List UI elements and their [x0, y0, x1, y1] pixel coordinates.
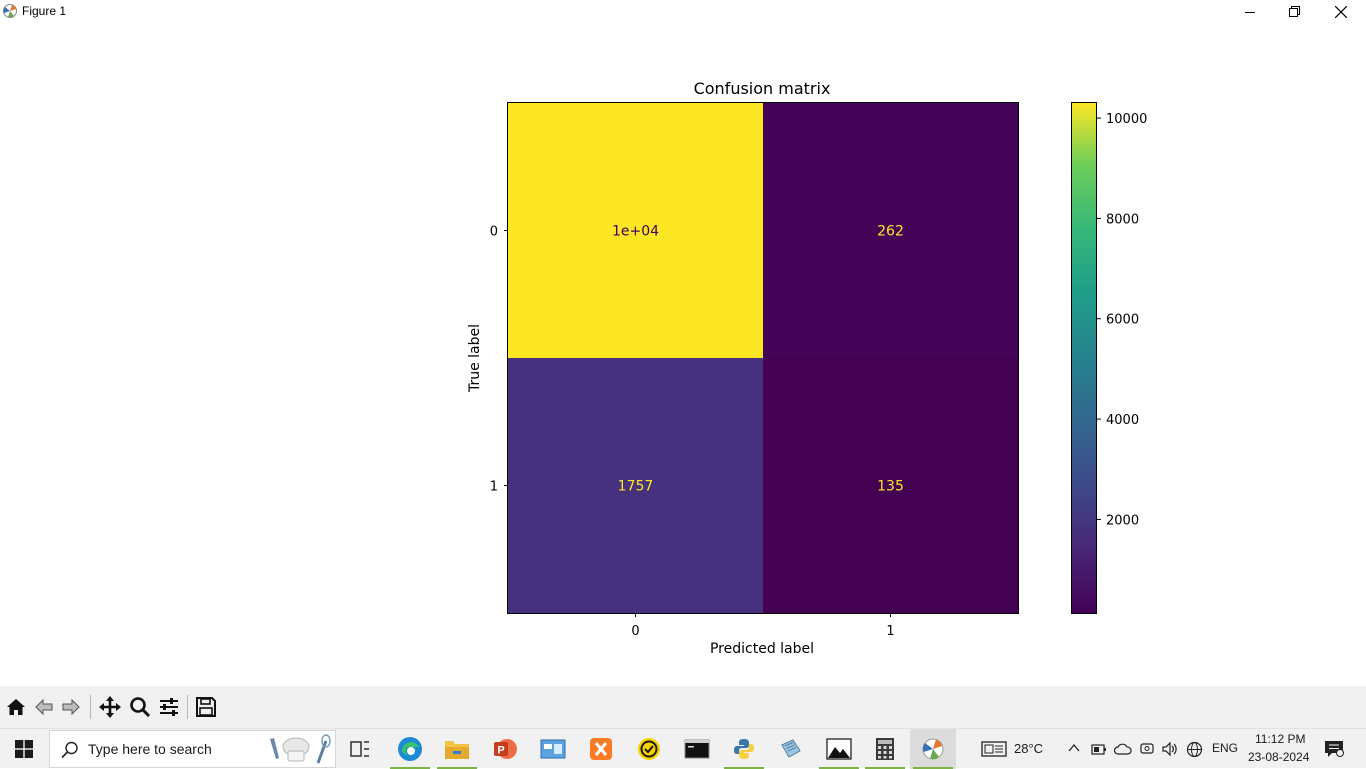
matrix-cell: [763, 358, 1019, 614]
back-icon: [35, 698, 53, 716]
close-icon: [1335, 6, 1347, 18]
clock-time[interactable]: 11:12 PM: [1255, 732, 1306, 746]
toolbar-separator: [187, 695, 188, 719]
y-tick-label: 0: [490, 225, 498, 240]
weather-temperature[interactable]: 28°C: [1014, 741, 1044, 756]
figure-canvas[interactable]: Confusion matrix 1e+04 262 1757 135 0 1 0 1 P…: [0, 24, 1366, 686]
weather-icon[interactable]: [981, 741, 1007, 757]
windows-logo-icon: [15, 740, 33, 758]
taskbar-app-xampp[interactable]: [578, 729, 624, 769]
taskbar-app-edge[interactable]: [387, 729, 433, 769]
forward-icon: [62, 698, 80, 716]
notepad-icon: [781, 739, 801, 758]
photos-icon: [826, 738, 852, 760]
meet-now-icon[interactable]: [1139, 741, 1155, 757]
notifications-icon[interactable]: [1324, 740, 1344, 758]
control-panel-icon: [540, 739, 566, 759]
matrix-cell: [508, 358, 764, 614]
zoom-icon: [130, 697, 151, 718]
x-tick-label: 1: [886, 624, 894, 639]
confusion-matrix-chart: Confusion matrix 1e+04 262 1757 135 0 1 0 1 P…: [467, 79, 1147, 657]
colorbar-tick-label: 8000: [1106, 212, 1139, 227]
cell-value-label: 1757: [618, 479, 654, 495]
configure-icon: [160, 698, 178, 716]
edge-icon: [398, 737, 422, 761]
taskbar-app-control-panel[interactable]: [530, 729, 576, 769]
pan-icon: [99, 696, 121, 718]
navigation-toolbar: [0, 686, 1366, 728]
xampp-icon: [590, 738, 612, 760]
cell-value-label: 1e+04: [612, 224, 659, 240]
taskbar-app-photos[interactable]: [816, 729, 862, 769]
input-language[interactable]: ENG: [1212, 741, 1239, 755]
taskbar: Type here to search P: [0, 728, 1366, 769]
colorbar-tick-label: 2000: [1106, 513, 1139, 528]
matrix-cell: [763, 103, 1019, 359]
window-title: Figure 1: [22, 4, 67, 18]
matplotlib-icon: [3, 4, 17, 18]
matrix-cell: [508, 103, 764, 359]
chart-title: Confusion matrix: [694, 79, 831, 98]
save-icon: [196, 697, 216, 717]
y-tick-label: 1: [490, 480, 498, 495]
cell-value-label: 262: [877, 224, 904, 240]
restore-button[interactable]: [1272, 0, 1318, 24]
cell-value-label: 135: [877, 479, 904, 495]
onedrive-icon[interactable]: [1114, 742, 1132, 756]
taskbar-app-matplotlib-figure[interactable]: [910, 729, 956, 769]
search-highlight-icon: [270, 734, 331, 764]
taskbar-app-notepad[interactable]: [768, 729, 814, 769]
taskbar-app-calculator[interactable]: [862, 729, 908, 769]
y-axis-label: True label: [467, 324, 483, 393]
matplotlib-figure-icon: [922, 738, 944, 760]
title-bar: Figure 1: [0, 0, 1366, 24]
forward-button[interactable]: [58, 694, 84, 720]
python-icon: [734, 739, 754, 759]
taskbar-app-tasks[interactable]: [626, 729, 672, 769]
task-view-button[interactable]: [337, 729, 383, 769]
task-view-icon: [350, 741, 369, 757]
taskbar-app-powerpoint[interactable]: P: [482, 729, 528, 769]
battery-icon[interactable]: [1091, 742, 1107, 756]
file-explorer-icon: [445, 741, 469, 759]
colorbar-tick-label: 4000: [1106, 413, 1139, 428]
back-button[interactable]: [31, 694, 57, 720]
taskbar-app-terminal[interactable]: [674, 729, 720, 769]
home-button[interactable]: [3, 694, 29, 720]
sticky-app-icon: [638, 738, 660, 760]
pan-button[interactable]: [97, 694, 123, 720]
search-icon: [61, 741, 78, 759]
terminal-icon: [684, 739, 710, 759]
zoom-button[interactable]: [127, 694, 153, 720]
taskbar-search-box[interactable]: Type here to search: [49, 730, 336, 768]
axes-frame: [507, 102, 1019, 614]
save-button[interactable]: [193, 694, 219, 720]
svg-text:P: P: [497, 745, 504, 757]
taskbar-app-file-explorer[interactable]: [434, 729, 480, 769]
x-axis-label: Predicted label: [710, 641, 814, 657]
restore-icon: [1289, 6, 1300, 17]
x-tick-label: 0: [631, 624, 639, 639]
network-globe-icon[interactable]: [1186, 741, 1203, 758]
configure-subplots-button[interactable]: [156, 694, 182, 720]
search-placeholder: Type here to search: [88, 741, 212, 757]
colorbar-tick-label: 10000: [1106, 112, 1147, 127]
taskbar-app-python[interactable]: [721, 729, 767, 769]
volume-icon[interactable]: [1161, 741, 1179, 757]
toolbar-separator: [90, 695, 91, 719]
powerpoint-icon: P: [494, 739, 517, 759]
minimize-button[interactable]: [1227, 0, 1273, 24]
close-button[interactable]: [1318, 0, 1364, 24]
clock-date[interactable]: 23-08-2024: [1248, 750, 1310, 764]
colorbar-tick-label: 6000: [1106, 313, 1139, 328]
chevron-up-icon[interactable]: [1068, 743, 1080, 753]
calculator-icon: [876, 738, 894, 760]
colorbar: [1071, 102, 1097, 614]
home-icon: [7, 699, 25, 715]
minimize-icon: [1245, 12, 1255, 13]
start-button[interactable]: [0, 729, 48, 769]
